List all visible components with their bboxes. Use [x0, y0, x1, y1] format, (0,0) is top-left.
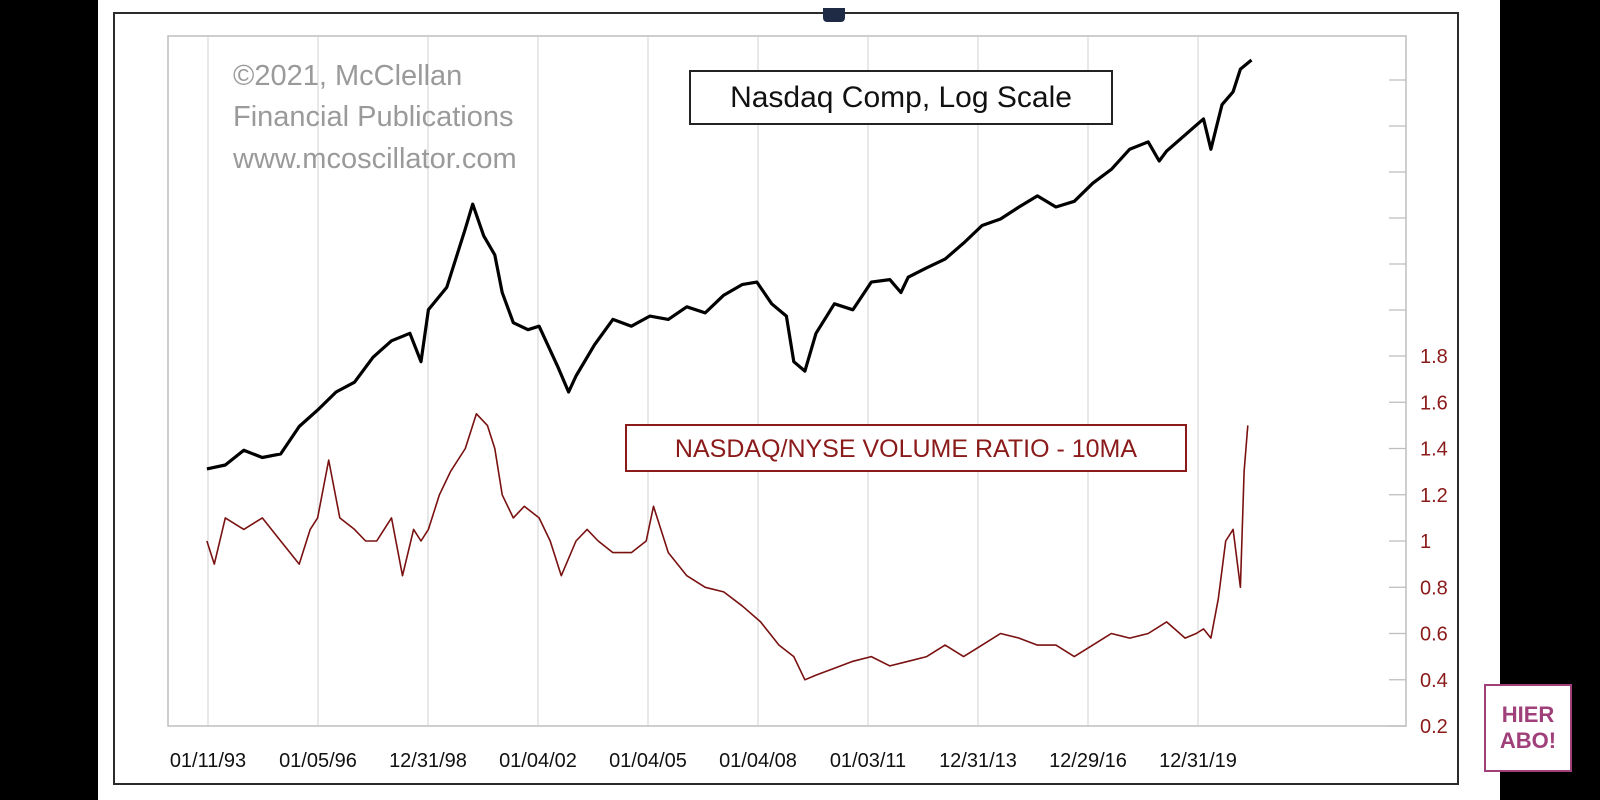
x-tick-label: 01/11/93 — [170, 750, 246, 772]
right-axis-tick-label: 0.2 — [1420, 716, 1448, 738]
x-tick-label: 01/05/96 — [279, 750, 357, 772]
badge-line-2: ABO! — [1499, 728, 1557, 753]
plot-area — [167, 35, 1407, 727]
right-axis-tick-label: 0.6 — [1420, 624, 1448, 646]
ratio-label-box — [625, 424, 1187, 472]
subscribe-badge[interactable]: HIER ABO! — [1484, 684, 1572, 772]
x-tick-label: 01/04/08 — [719, 750, 797, 772]
right-axis-tick-label: 1.2 — [1420, 485, 1448, 507]
nasdaq-series-label: Nasdaq Comp, Log Scale — [730, 81, 1072, 114]
copyright-line-1: ©2021, McClellan — [233, 60, 462, 92]
right-axis-tick-label: 1.8 — [1420, 346, 1448, 368]
x-tick-label: 01/04/05 — [609, 750, 687, 772]
volume-ratio-series-line — [206, 412, 1249, 681]
right-axis-tick-label: 0.4 — [1420, 670, 1448, 692]
x-tick-label: 01/03/11 — [830, 750, 906, 772]
x-tick-label: 12/29/16 — [1049, 750, 1127, 772]
chart-container — [113, 8, 1459, 785]
series-layer — [206, 58, 1253, 681]
x-tick-label: 01/04/02 — [499, 750, 577, 772]
right-axis-tick-label: 0.8 — [1420, 577, 1448, 599]
grid-layer — [207, 37, 1199, 725]
x-tick-label: 12/31/98 — [389, 750, 467, 772]
right-axis-tick-label: 1.4 — [1420, 439, 1448, 461]
nasdaq-label-box — [689, 70, 1113, 125]
x-tick-label: 12/31/13 — [939, 750, 1017, 772]
x-axis-ticks: 01/11/93 01/05/96 12/31/98 01/04/02 01/04/05… — [170, 750, 1237, 772]
nasdaq-series-line — [206, 58, 1253, 471]
right-axis-tick-label: 1 — [1420, 531, 1431, 553]
right-axis-tick-label: 1.6 — [1420, 392, 1448, 414]
badge-line-1: HIER — [1501, 702, 1555, 727]
copyright-line-3: www.mcoscillator.com — [232, 143, 517, 175]
right-axis-ticks: 0.2 0.4 0.6 0.8 1 1.2 1.4 1.6 1.8 — [1389, 79, 1448, 738]
cropped-title-fragment — [823, 8, 845, 22]
copyright-line-2: Financial Publications — [233, 101, 513, 133]
x-tick-label: 12/31/19 — [1159, 750, 1237, 772]
ratio-series-label: NASDAQ/NYSE VOLUME RATIO - 10MA — [675, 435, 1137, 463]
